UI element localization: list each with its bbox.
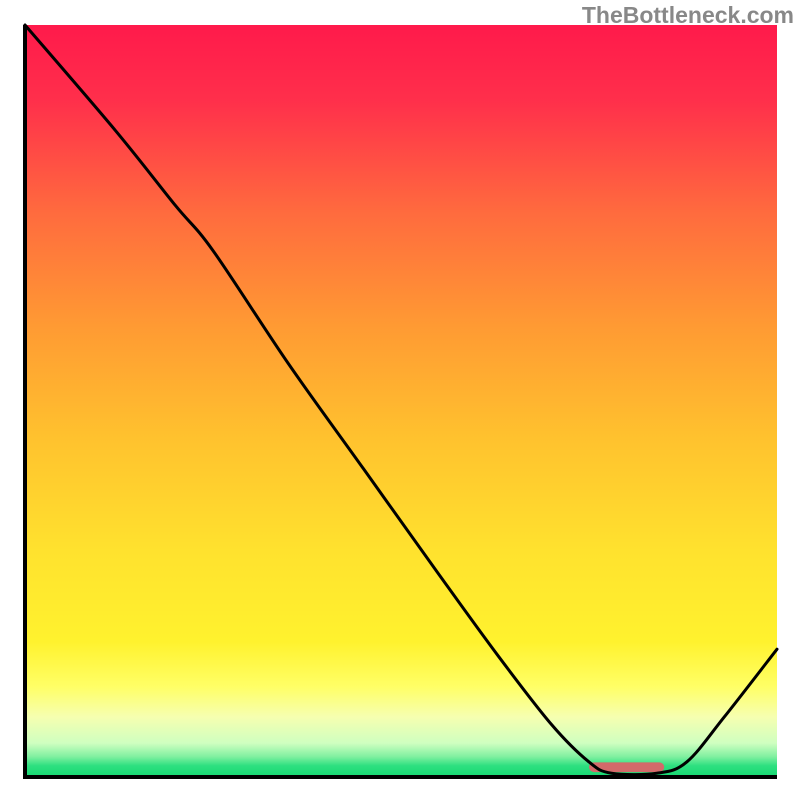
watermark-text: TheBottleneck.com bbox=[582, 2, 794, 29]
chart-background bbox=[25, 25, 777, 777]
chart-container: TheBottleneck.com bbox=[0, 0, 800, 800]
bottleneck-chart bbox=[0, 0, 800, 800]
